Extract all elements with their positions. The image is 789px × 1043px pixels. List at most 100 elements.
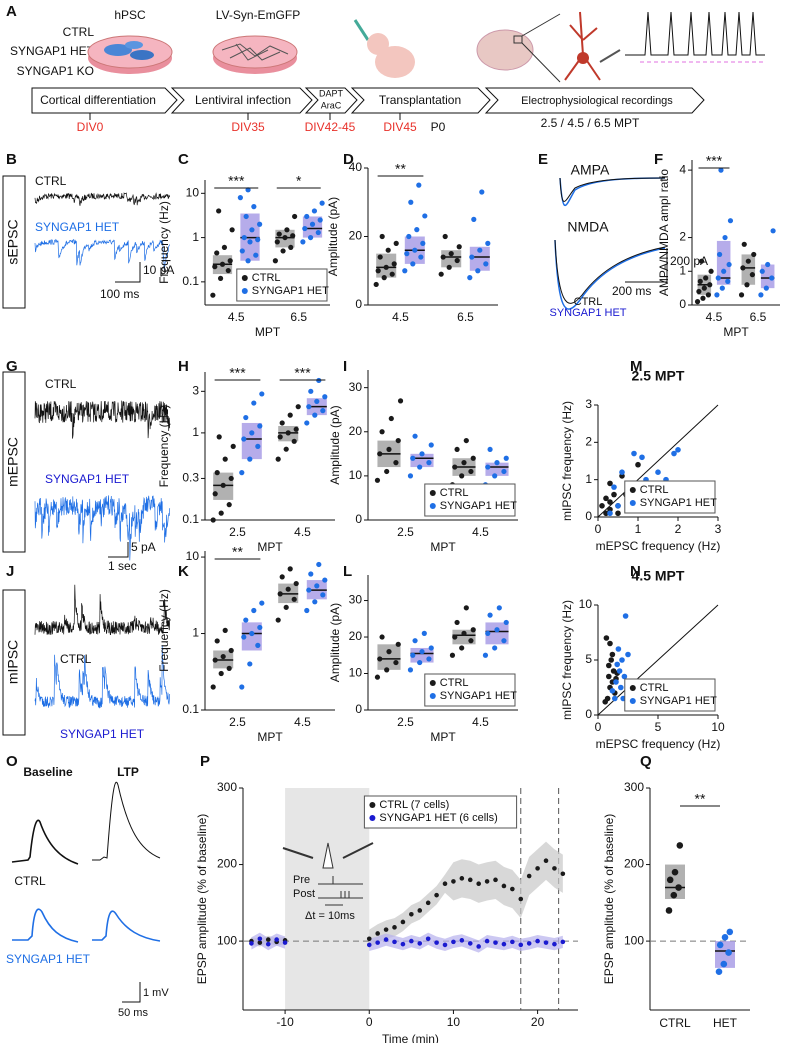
point xyxy=(670,891,678,899)
point xyxy=(257,940,263,945)
point xyxy=(288,244,294,251)
box xyxy=(741,254,756,285)
point xyxy=(245,258,251,264)
schematic: hPSC LV-Syn-EmGFP CTRL SYNGAP1 HET SYNGA… xyxy=(10,8,765,134)
point xyxy=(452,634,458,640)
legend-label: CTRL xyxy=(574,296,603,308)
point xyxy=(383,927,389,932)
y-tick-label: 20 xyxy=(349,629,363,643)
x-tick-label: -10 xyxy=(276,1015,294,1029)
point xyxy=(265,941,271,947)
point xyxy=(275,617,281,623)
legend-marker xyxy=(429,693,436,699)
point xyxy=(543,858,549,864)
point xyxy=(284,227,290,233)
legend-label: SYNGAP1 HET xyxy=(440,690,517,702)
point xyxy=(311,208,318,214)
point xyxy=(619,657,625,663)
point xyxy=(694,299,701,305)
ticks xyxy=(89,113,401,120)
trace xyxy=(34,645,171,709)
point xyxy=(428,645,434,651)
point xyxy=(400,919,406,925)
point xyxy=(290,233,296,239)
ampa-trace xyxy=(559,177,666,206)
point xyxy=(366,942,372,948)
nmda-trace xyxy=(554,239,666,310)
point xyxy=(280,248,286,254)
point xyxy=(417,659,423,666)
point xyxy=(226,502,232,508)
point xyxy=(726,261,732,268)
point xyxy=(482,652,489,658)
y-tick-label: 100 xyxy=(217,933,237,947)
x-tick-label: 2 xyxy=(675,522,682,536)
x-tick-label: 6.5 xyxy=(750,310,767,324)
region xyxy=(513,35,523,44)
step-arrow xyxy=(304,87,358,114)
epsp-trace xyxy=(11,819,79,865)
point xyxy=(228,647,234,654)
point xyxy=(459,645,465,651)
scale-label: 1 mV xyxy=(143,987,169,999)
point xyxy=(306,404,312,410)
point xyxy=(406,233,412,240)
point xyxy=(386,446,392,453)
point xyxy=(282,940,288,945)
ampa-trace xyxy=(559,177,666,202)
condition-label: Baseline xyxy=(23,765,73,779)
point xyxy=(417,464,423,470)
y-axis-label: Amplitude (pA) xyxy=(328,405,342,484)
point xyxy=(485,240,491,246)
panel-label: C xyxy=(178,151,189,168)
point xyxy=(607,499,613,505)
step-label: Transplantation xyxy=(379,93,461,107)
y-tick-label: 300 xyxy=(624,780,644,794)
colony xyxy=(104,44,132,56)
point xyxy=(249,941,254,946)
x-tick-label: 20 xyxy=(531,1015,545,1029)
point xyxy=(410,261,416,267)
y-axis-label: mIPSC frequency (Hz) xyxy=(560,401,574,521)
point xyxy=(251,204,257,210)
point xyxy=(300,239,306,245)
point xyxy=(287,412,293,418)
point xyxy=(749,272,755,278)
panel-label: G xyxy=(6,358,18,375)
trace xyxy=(34,192,170,206)
scale-bar xyxy=(625,248,668,283)
legend-label: SYNGAP1 HET xyxy=(252,285,329,297)
y-tick-label: 2 xyxy=(585,435,592,449)
point xyxy=(249,630,255,637)
x-tick-label: 4.5 xyxy=(472,715,489,729)
point xyxy=(265,937,271,942)
x-axis-label: MPT xyxy=(257,540,283,554)
point xyxy=(381,275,387,281)
y-tick-label: 0 xyxy=(679,297,686,311)
point xyxy=(312,599,318,605)
point xyxy=(703,275,709,281)
point xyxy=(377,451,383,457)
x-tick-label: 10 xyxy=(447,1015,461,1029)
point xyxy=(410,455,416,461)
point xyxy=(308,388,314,394)
point xyxy=(494,460,500,466)
legend-marker xyxy=(369,815,376,821)
trace-label: SYNGAP1 HET xyxy=(60,727,145,741)
point xyxy=(602,699,608,705)
error-band xyxy=(251,932,563,953)
point xyxy=(745,258,751,264)
point xyxy=(417,941,423,946)
point xyxy=(241,234,247,241)
point xyxy=(493,940,498,945)
inset-label: Post xyxy=(293,888,315,900)
x-axis-label: mEPSC frequency (Hz) xyxy=(596,539,721,553)
point xyxy=(210,517,216,523)
condition-label: LTP xyxy=(117,765,139,779)
recording-label: mIPSC xyxy=(5,640,21,684)
scale-label: 200 pA xyxy=(670,254,708,268)
step-arrow xyxy=(350,87,491,114)
point xyxy=(715,968,723,976)
legend-marker xyxy=(629,487,636,493)
point xyxy=(442,942,448,948)
